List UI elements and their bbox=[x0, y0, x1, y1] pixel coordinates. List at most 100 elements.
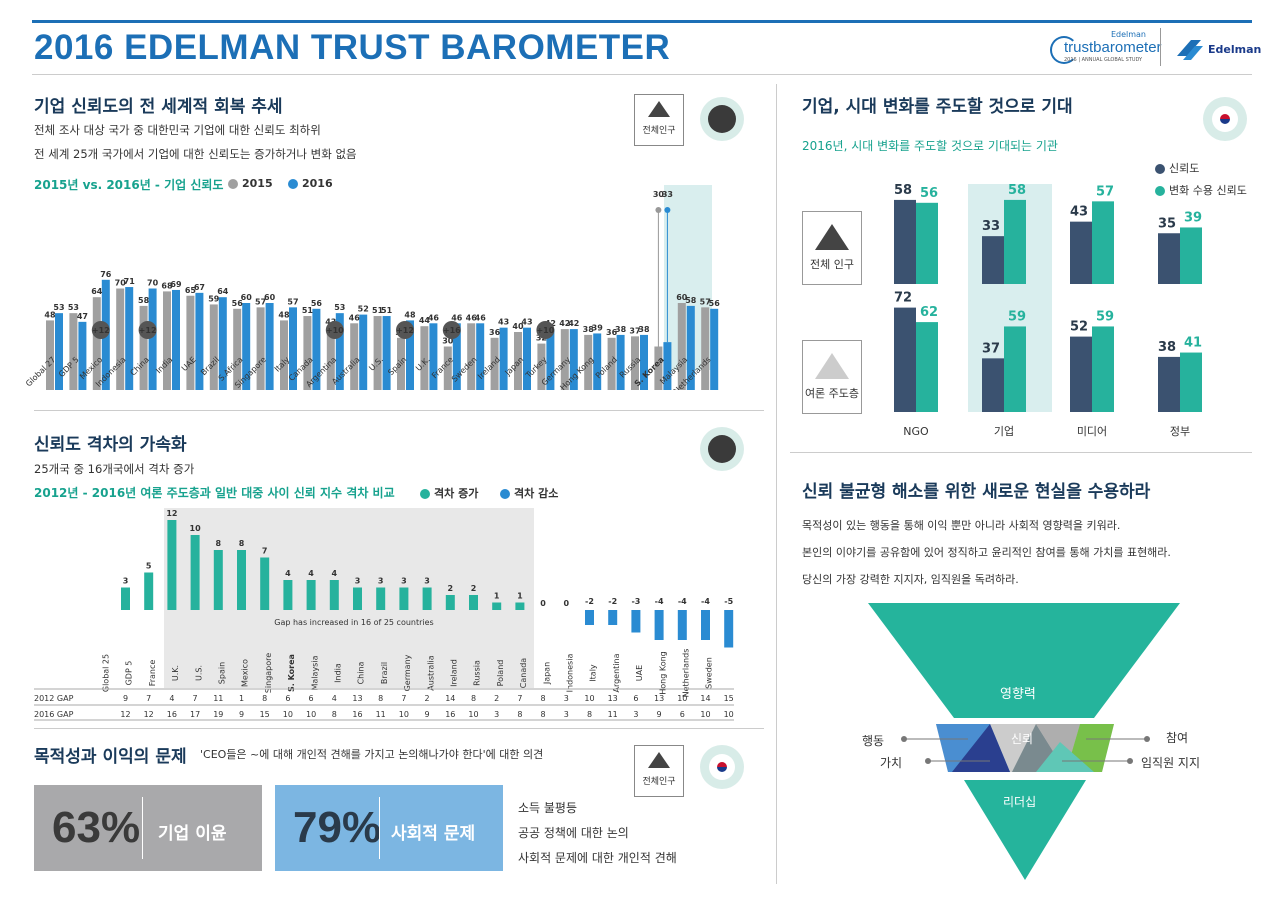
gap-value: 0 bbox=[540, 599, 546, 608]
bar-2015 bbox=[514, 332, 522, 390]
change-bar bbox=[916, 202, 938, 284]
influence-shape bbox=[868, 603, 1180, 718]
value-2015: 42 bbox=[559, 319, 570, 328]
change-badge-icon bbox=[138, 321, 157, 339]
change-badge: +12 bbox=[396, 326, 414, 335]
connector-dot-icon bbox=[1127, 758, 1133, 764]
change-bar bbox=[1004, 199, 1026, 284]
category-label: UAE bbox=[180, 355, 198, 373]
value-2016: 57 bbox=[287, 297, 298, 306]
value-2016: 70 bbox=[147, 279, 159, 288]
globe-icon bbox=[700, 97, 744, 141]
bar-2015 bbox=[443, 346, 452, 390]
gap-2016-value: 8 bbox=[517, 710, 522, 719]
value-2015: 64 bbox=[91, 287, 103, 296]
label-value: 가치 bbox=[880, 756, 903, 770]
s1-line1: 전체 조사 대상 국가 중 대한민국 기업에 대한 신뢰도 최하위 bbox=[34, 123, 321, 137]
value-2015: 30 bbox=[442, 337, 454, 346]
gap-value: 3 bbox=[123, 577, 129, 586]
category-label: Malaysia bbox=[310, 655, 319, 690]
gap-bar bbox=[631, 610, 641, 633]
population-label: 전체인구 bbox=[642, 126, 676, 136]
category-label: Singapore bbox=[264, 653, 273, 693]
gap-bar bbox=[515, 602, 525, 610]
gap-2016-value: 10 bbox=[283, 710, 293, 719]
value-2015: 32 bbox=[536, 334, 547, 343]
gap-2012-value: 8 bbox=[262, 694, 267, 703]
gap-bar bbox=[492, 602, 502, 610]
row-general-label: 전체 인구 bbox=[810, 258, 854, 271]
legend-dot-icon bbox=[1155, 164, 1165, 174]
gap-value: 7 bbox=[262, 547, 268, 556]
bar-2016 bbox=[335, 313, 344, 390]
gap-2016-value: 8 bbox=[541, 710, 546, 719]
gap-2012-value: 8 bbox=[541, 694, 546, 703]
institution-chart: 58 56 33 58 43 57 35 39 72 62 37 59 52 59 38 41 NGO 기업 미디어… bbox=[894, 184, 1202, 438]
institution-label: 정부 bbox=[1170, 425, 1190, 438]
change-value: 41 bbox=[1184, 336, 1202, 351]
bar-2015 bbox=[186, 295, 195, 390]
value-2016: 71 bbox=[124, 277, 136, 286]
change-badge-icon bbox=[396, 321, 414, 339]
legend-2015-label: 2015 bbox=[242, 177, 273, 190]
gap-value: 3 bbox=[355, 577, 361, 586]
value-2015: 30 bbox=[653, 190, 665, 199]
label-social: 사회적 문제 bbox=[391, 824, 476, 844]
gap-2016-value: 8 bbox=[332, 710, 337, 719]
trust-value: 72 bbox=[894, 291, 912, 306]
gap-bar bbox=[724, 610, 734, 648]
gap-bar bbox=[237, 550, 246, 610]
change-badge-icon bbox=[91, 321, 110, 339]
bar-2015 bbox=[139, 305, 148, 390]
edelman-logo-icon bbox=[1173, 36, 1205, 62]
category-label: Spain bbox=[218, 662, 227, 684]
value-2016: 43 bbox=[521, 318, 532, 327]
bar-2015 bbox=[69, 313, 78, 390]
bar-2015 bbox=[420, 326, 429, 390]
value-2016: 58 bbox=[685, 296, 697, 305]
trust-value: 52 bbox=[1070, 320, 1088, 335]
s5-lines: 목적성이 있는 행동을 통해 이익 뿐만 아니라 사회적 영향력을 키워라. 본… bbox=[802, 512, 1171, 593]
value-2016: 46 bbox=[428, 313, 440, 322]
label-action: 행동 bbox=[862, 734, 885, 748]
value-2015: 38 bbox=[583, 325, 595, 334]
bar-2016 bbox=[289, 307, 297, 390]
value-2015: 40 bbox=[512, 322, 524, 331]
s2-title: 신뢰도 격차의 가속화 bbox=[34, 435, 187, 455]
bar-2015 bbox=[560, 329, 569, 390]
bar-2016 bbox=[593, 333, 602, 390]
bar-2015 bbox=[654, 346, 663, 390]
bar-2016 bbox=[523, 327, 531, 390]
legend-2015: 2015 bbox=[228, 177, 273, 190]
value-2015: 57 bbox=[700, 297, 711, 306]
legend-2016-label: 2016 bbox=[302, 177, 333, 190]
category-label: Poland bbox=[496, 660, 505, 687]
value-2015: 36 bbox=[606, 328, 618, 337]
value-2016: 33 bbox=[662, 190, 673, 199]
gap-value: 8 bbox=[239, 539, 245, 548]
gap-bar bbox=[306, 580, 316, 610]
gap-2016-value: 10 bbox=[700, 710, 710, 719]
trust-bar bbox=[1158, 356, 1180, 412]
gap-value: -2 bbox=[608, 597, 617, 606]
gap-2012-value: 7 bbox=[517, 694, 522, 703]
edelman-logo-text: Edelman bbox=[1208, 43, 1262, 56]
trust-funnel-diagram bbox=[868, 603, 1180, 880]
gap-2016-value: 16 bbox=[167, 710, 177, 719]
bar-2016 bbox=[125, 287, 134, 390]
bar-2016 bbox=[710, 308, 719, 390]
pyramid-icon bbox=[648, 101, 670, 117]
legend-dot-icon bbox=[1155, 186, 1165, 196]
bar-2016 bbox=[663, 342, 672, 390]
change-badge-icon bbox=[325, 321, 344, 339]
gap-value: 2 bbox=[471, 584, 477, 593]
category-label: Italy bbox=[589, 664, 598, 682]
gap-value: 5 bbox=[146, 562, 152, 571]
gap-2016-value: 10 bbox=[399, 710, 409, 719]
value-2015: 48 bbox=[44, 310, 56, 319]
gap-2012-value: 14 bbox=[700, 694, 710, 703]
bar-2015 bbox=[163, 291, 171, 390]
value-2015: 56 bbox=[232, 299, 244, 308]
s2-chart-label: 2012년 - 2016년 여론 주도층과 일반 대중 사이 신뢰 지수 격차 … bbox=[34, 486, 395, 500]
